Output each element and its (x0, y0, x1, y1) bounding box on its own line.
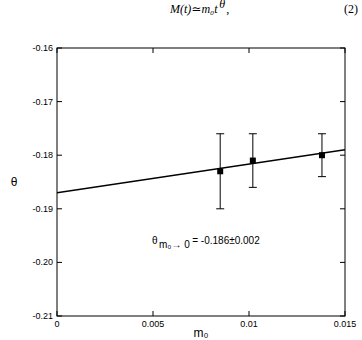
x-tick-label: 0.01 (240, 319, 258, 329)
error-bar-cap (318, 133, 326, 134)
y-tick-label: -0.18 (32, 150, 53, 160)
y-tick (340, 208, 345, 209)
error-bar (318, 134, 326, 177)
y-tick (57, 48, 62, 49)
chart: M(t)≃m₀tθ,(2)00.0050.010.015-0.21-0.20-0… (0, 0, 362, 340)
x-tick (249, 311, 250, 316)
plot-marks (57, 134, 345, 209)
equation: M(t)≃m₀t (169, 2, 218, 16)
error-bar (216, 134, 224, 209)
x-tick (153, 311, 154, 316)
y-tick (340, 155, 345, 156)
error-bar-cap (318, 176, 326, 177)
error-bar (249, 134, 257, 188)
x-axis-label: m₀ (194, 326, 209, 340)
error-bar-cap (216, 133, 224, 134)
equation-superscript: θ (219, 0, 225, 11)
x-tick (57, 48, 58, 53)
y-tick (57, 101, 62, 102)
y-tick-label: -0.20 (32, 257, 53, 267)
chart-root: M(t)≃m₀tθ,(2)00.0050.010.015-0.21-0.20-0… (0, 0, 362, 340)
x-tick (153, 48, 154, 53)
x-tick (345, 311, 346, 316)
x-tick-label: 0.005 (142, 319, 165, 329)
y-tick-label: -0.19 (32, 204, 53, 214)
y-tick (57, 155, 62, 156)
plot-frame (57, 48, 345, 316)
x-tick (249, 48, 250, 53)
equation-suffix: , (226, 2, 229, 16)
y-tick-label: -0.16 (32, 43, 53, 53)
error-bar-cap (249, 187, 257, 188)
x-tick (345, 48, 346, 53)
y-tick (340, 101, 345, 102)
x-tick-label: 0 (54, 319, 59, 329)
equation-number: (2) (344, 2, 358, 16)
y-tick (340, 316, 345, 317)
annotation-subscript: m₀→ 0 (159, 239, 190, 250)
fit-line (57, 150, 345, 193)
y-tick (57, 316, 62, 317)
x-tick (57, 311, 58, 316)
y-tick (340, 262, 345, 263)
annotation-text: = -0.186±0.002 (192, 235, 260, 246)
y-axis-label: θ (11, 175, 18, 189)
y-tick (57, 208, 62, 209)
x-tick-label: 0.015 (334, 319, 357, 329)
y-tick (340, 48, 345, 49)
error-bar-cap (249, 133, 257, 134)
annotation-base: θ (152, 235, 158, 246)
y-tick-label: -0.21 (32, 311, 53, 321)
error-bar-cap (216, 208, 224, 209)
y-tick-label: -0.17 (32, 97, 53, 107)
y-tick (57, 262, 62, 263)
